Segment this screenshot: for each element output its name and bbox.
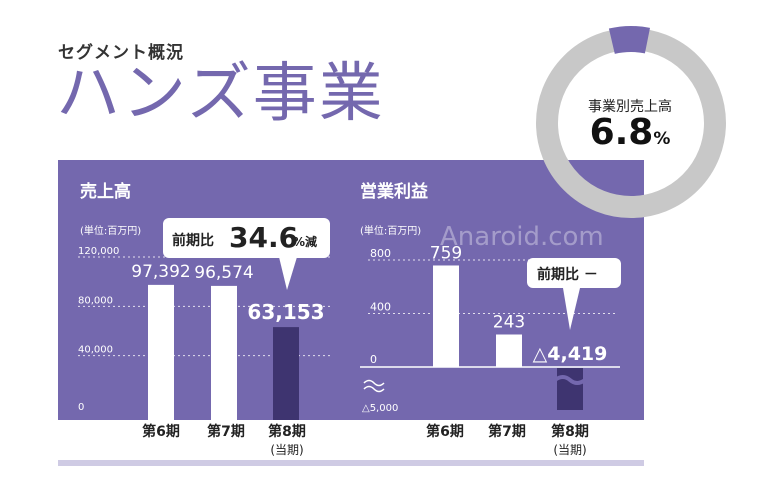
profit-ytick-label: 0 <box>370 353 377 366</box>
share-value: 6.8% <box>589 112 671 153</box>
segment-overview-label: セグメント概況 <box>58 43 184 63</box>
profit-yoy-text: 前期比 － <box>537 267 598 283</box>
profit-bar <box>557 368 583 410</box>
profit-axis-break-icon <box>363 379 385 393</box>
sales-bar <box>211 285 237 420</box>
sales-data-label: 97,392 <box>131 262 190 282</box>
share-label: 事業別売上高 <box>588 99 672 115</box>
profit-ytick-label: 800 <box>370 247 391 260</box>
profit-bar-break-icon <box>553 375 587 385</box>
profit-axis-break-label: △5,000 <box>362 403 398 414</box>
profit-category-8: 第8期 (当期) <box>551 424 589 457</box>
sales-category-7: 第7期 <box>207 424 245 440</box>
sales-category-8-note: (当期) <box>270 442 304 457</box>
sales-yoy-callout: 前期比 34.6 %減 <box>163 218 330 258</box>
sales-data-label: 96,574 <box>194 263 253 283</box>
share-donut <box>536 26 726 218</box>
sales-yoy-suffix: %減 <box>293 235 318 249</box>
profit-bar <box>433 265 459 367</box>
share-unit: % <box>653 129 671 149</box>
sales-unit-label: (単位:百万円) <box>80 226 142 237</box>
sales-ytick-label: 80,000 <box>78 295 113 306</box>
bottom-divider <box>58 460 644 466</box>
sales-data-label: 63,153 <box>247 300 324 324</box>
sales-ytick-label: 40,000 <box>78 345 113 356</box>
profit-data-label: 759 <box>430 243 462 263</box>
watermark: Anaroid.com <box>440 222 604 252</box>
sales-bar <box>148 284 174 420</box>
profit-ytick-label: 400 <box>370 301 391 314</box>
profit-chart-title: 営業利益 <box>360 182 428 202</box>
profit-yoy-value: － <box>583 267 598 283</box>
sales-category-8: 第8期 (当期) <box>268 424 306 457</box>
sales-category-6: 第6期 <box>142 424 180 440</box>
profit-callout-pointer <box>563 288 580 330</box>
sales-bar <box>273 327 299 420</box>
sales-callout-pointer <box>279 257 297 290</box>
profit-data-label: 243 <box>493 312 525 332</box>
donut-share-arc <box>608 26 651 54</box>
profit-yoy-callout: 前期比 － <box>527 258 621 288</box>
sales-chart-title: 売上高 <box>80 182 131 202</box>
profit-unit-label: (単位:百万円) <box>360 226 422 237</box>
sales-yoy-prefix: 前期比 <box>172 233 214 249</box>
sales-yoy-value: 34.6 <box>229 221 299 254</box>
page-title: ハンズ事業 <box>56 57 385 131</box>
sales-ytick-label: 0 <box>78 402 84 413</box>
sales-ytick-label: 120,000 <box>78 246 119 257</box>
profit-category-8-note: (当期) <box>553 442 587 457</box>
profit-data-label: △4,419 <box>533 343 608 365</box>
profit-category-7: 第7期 <box>488 424 526 440</box>
profit-category-6: 第6期 <box>426 424 464 440</box>
profit-bar <box>496 334 522 367</box>
